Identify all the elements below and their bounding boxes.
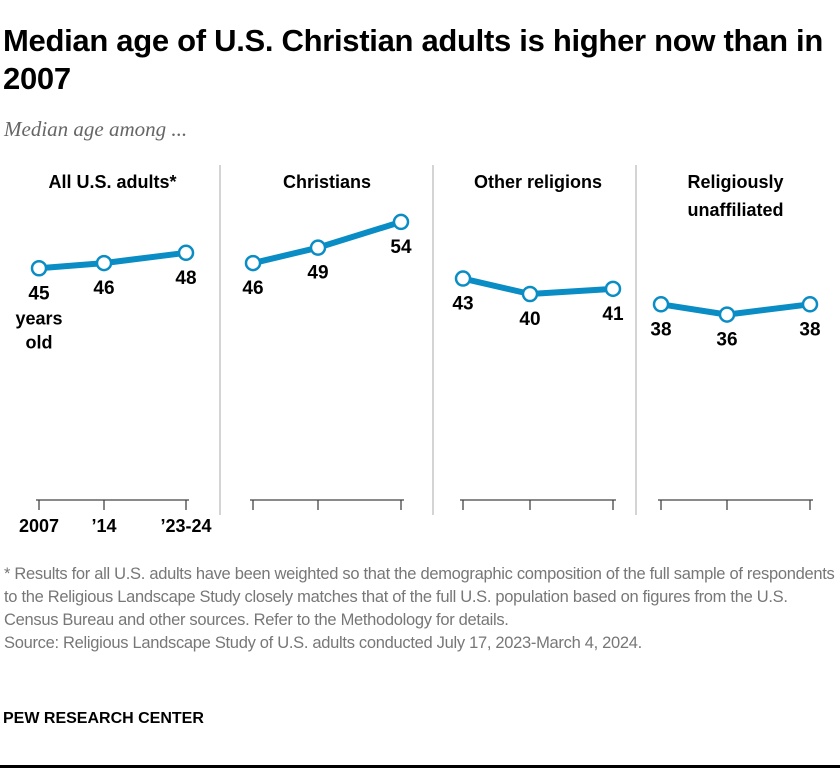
data-point: [454, 270, 472, 287]
data-label: 46: [93, 278, 114, 299]
data-label: 38: [799, 319, 820, 340]
data-point: [244, 254, 262, 272]
panel-title: Other religions: [474, 172, 602, 192]
data-label: 49: [307, 263, 328, 284]
series-line: [38, 249, 187, 272]
x-tick-label: ’14: [91, 516, 116, 536]
data-label: 54: [390, 237, 412, 258]
notes: * Results for all U.S. adults have been …: [4, 563, 840, 655]
data-point: [604, 280, 622, 298]
series-line: [252, 219, 402, 267]
data-label: 45: [28, 283, 50, 304]
panel-title: unaffiliated: [687, 200, 783, 220]
data-label: 48: [175, 268, 196, 289]
data-point: [95, 254, 113, 272]
data-point: [309, 239, 327, 256]
data-point: [652, 296, 670, 313]
x-tick-label: 2007: [19, 516, 59, 536]
data-point: [801, 296, 819, 313]
data-point: [718, 306, 736, 323]
unit-label: old: [26, 332, 53, 352]
series-line: [462, 275, 614, 297]
chart-subtitle: Median age among ...: [4, 117, 188, 141]
data-point: [392, 213, 410, 231]
data-label: 40: [519, 309, 540, 330]
footnote: * Results for all U.S. adults have been …: [4, 565, 835, 629]
data-label: 46: [242, 278, 263, 299]
data-label: 38: [650, 319, 671, 340]
chart-area: All U.S. adults* 2007 ’14 ’23-24 45 46 48 years…: [15, 165, 821, 536]
panel-title: All U.S. adults*: [48, 172, 176, 192]
unit-label: years: [15, 308, 62, 328]
brand-logo: PEW RESEARCH CENTER: [3, 710, 204, 727]
series-line: [660, 301, 811, 318]
chart-title: Median age of U.S. Christian adults is h…: [3, 23, 823, 96]
bottom-rule: [0, 765, 840, 768]
panel-title: Religiously: [687, 172, 783, 192]
data-label: 41: [602, 304, 624, 325]
source-note: Source: Religious Landscape Study of U.S…: [4, 634, 642, 652]
data-point: [177, 244, 195, 262]
x-tick-label: ’23-24: [160, 516, 211, 536]
panel-title: Christians: [283, 172, 371, 192]
data-point: [521, 285, 539, 303]
data-point: [30, 260, 48, 277]
data-label: 43: [452, 294, 473, 315]
data-label: 36: [716, 330, 737, 351]
